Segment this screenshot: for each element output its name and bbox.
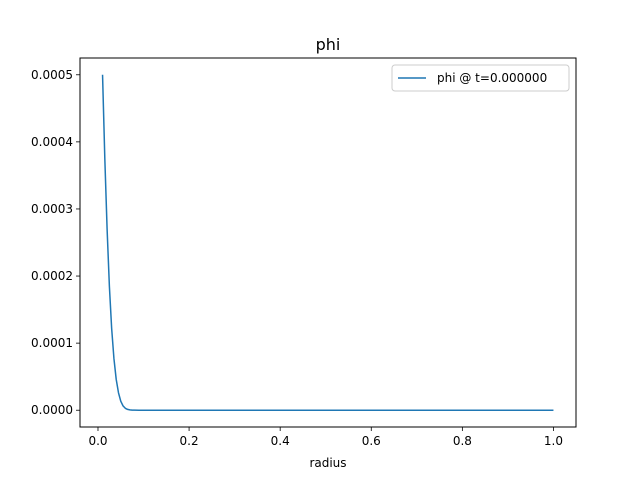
- x-tick-label: 0.6: [362, 434, 381, 448]
- plot-area: [79, 57, 577, 428]
- x-tick-label: 0.2: [180, 434, 199, 448]
- y-tick-label: 0.0001: [31, 336, 73, 350]
- y-tick-label: 0.0004: [31, 135, 73, 149]
- y-axis: 0.0000 0.0001 0.0002 0.0003 0.0004 0.0005: [31, 68, 80, 417]
- legend-box: [391, 64, 570, 92]
- x-tick-label: 0.0: [88, 434, 107, 448]
- x-tick-label: 0.4: [271, 434, 290, 448]
- y-tick-label: 0.0000: [31, 403, 73, 417]
- x-axis: 0.0 0.2 0.4 0.6 0.8 1.0: [88, 427, 563, 448]
- x-tick-label: 1.0: [544, 434, 563, 448]
- y-tick-label: 0.0003: [31, 202, 73, 216]
- y-tick-label: 0.0005: [31, 68, 73, 82]
- series-layer: [101, 74, 554, 411]
- legend-label: phi @ t=0.000000: [437, 71, 547, 85]
- chart-title: phi: [316, 35, 341, 54]
- y-tick-label: 0.0002: [31, 269, 73, 283]
- series-line-0: [101, 74, 554, 411]
- legend: phi @ t=0.000000: [391, 64, 570, 92]
- x-axis-label: radius: [309, 456, 346, 470]
- x-tick-label: 0.8: [453, 434, 472, 448]
